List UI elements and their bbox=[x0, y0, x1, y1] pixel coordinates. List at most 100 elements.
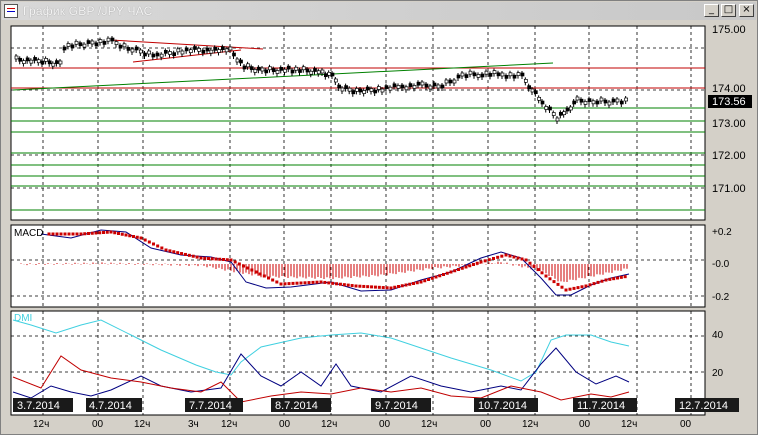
macd-signal-dot bbox=[275, 280, 279, 284]
macd-signal-dot bbox=[584, 284, 588, 288]
macd-signal-dot bbox=[299, 281, 303, 285]
candle-body bbox=[579, 98, 584, 103]
macd-signal-dot bbox=[128, 234, 132, 238]
macd-signal-dot bbox=[483, 259, 487, 263]
macd-signal-dot bbox=[366, 285, 370, 289]
macd-tick-label: -0.2 bbox=[712, 292, 730, 303]
macd-signal-dot bbox=[427, 278, 430, 281]
date-tag bbox=[573, 398, 637, 412]
date-tag bbox=[86, 398, 142, 412]
hour-label: 12ч bbox=[621, 419, 637, 430]
chart-area[interactable]: 175.00 174.00 173.00 172.00 171.00 173.5… bbox=[1, 20, 758, 435]
candle-body bbox=[376, 86, 381, 90]
price-candles bbox=[14, 36, 629, 124]
candle-body bbox=[58, 60, 63, 65]
minimize-button[interactable]: _ bbox=[704, 4, 719, 17]
candle-body bbox=[309, 70, 314, 75]
candle-body bbox=[456, 74, 461, 79]
macd-signal-dot bbox=[612, 277, 616, 281]
macd-signal-dot bbox=[124, 233, 128, 237]
macd-signal-dot bbox=[47, 232, 51, 236]
macd-histogram bbox=[20, 261, 628, 282]
candle-body bbox=[90, 40, 95, 45]
macd-signal-dot bbox=[218, 257, 222, 261]
candle-body bbox=[388, 86, 393, 91]
candle-body bbox=[396, 85, 401, 89]
dmi-panel-title: DMI bbox=[14, 313, 32, 324]
macd-signal-dot bbox=[338, 282, 342, 286]
macd-signal-dot bbox=[51, 232, 55, 236]
macd-panel[interactable] bbox=[10, 224, 706, 308]
macd-signal-dot bbox=[55, 232, 59, 236]
macd-signal-dot bbox=[385, 286, 389, 290]
macd-signal-dot bbox=[319, 280, 323, 284]
candle-body bbox=[412, 85, 417, 89]
date-tag bbox=[185, 398, 243, 412]
maximize-button[interactable]: □ bbox=[721, 4, 736, 17]
candle-body bbox=[122, 43, 127, 48]
candle-body bbox=[565, 107, 570, 112]
candle-body bbox=[572, 100, 577, 105]
macd-signal-dot bbox=[187, 253, 191, 257]
macd-signal-dot bbox=[479, 260, 483, 264]
close-button[interactable]: × bbox=[739, 4, 754, 17]
macd-signal-dot bbox=[90, 231, 94, 235]
macd-signal-dot bbox=[242, 264, 245, 268]
candle-body bbox=[496, 72, 501, 77]
date-label: 12.7.2014 bbox=[679, 400, 728, 412]
candle-body bbox=[428, 85, 433, 90]
hour-label: 12ч bbox=[33, 419, 49, 430]
candle-body bbox=[197, 47, 202, 52]
candle-body bbox=[512, 74, 517, 79]
macd-signal-dot bbox=[262, 274, 266, 278]
macd-signal-dot bbox=[237, 262, 241, 266]
trend-lines bbox=[12, 39, 554, 91]
candle-body bbox=[362, 90, 367, 94]
price-tick-label: 171.00 bbox=[712, 183, 746, 195]
macd-signal-dot bbox=[604, 278, 608, 282]
candle-body bbox=[476, 74, 481, 78]
macd-signal-dot bbox=[168, 249, 172, 253]
candle-body bbox=[78, 42, 83, 47]
macd-signal-dot bbox=[195, 255, 199, 259]
macd-signal-dot bbox=[619, 275, 623, 279]
candle-body bbox=[488, 73, 493, 77]
macd-signal-dot bbox=[63, 232, 67, 236]
macd-signal-dot bbox=[580, 285, 584, 289]
candle-body bbox=[558, 111, 563, 116]
macd-signal-dot bbox=[572, 286, 576, 290]
candle-body bbox=[340, 87, 345, 92]
candle-body bbox=[126, 47, 131, 51]
candle-body bbox=[504, 75, 509, 79]
title-bar[interactable]: График GBP /JPY ЧАС _ □ × bbox=[2, 2, 756, 20]
candle-body bbox=[193, 46, 197, 50]
candle-body bbox=[246, 63, 250, 68]
candle-body bbox=[22, 60, 26, 64]
date-tag bbox=[675, 398, 739, 412]
macd-signal-dot bbox=[109, 230, 113, 234]
macd-signal-dot bbox=[412, 282, 415, 285]
candle-body bbox=[404, 86, 409, 91]
macd-signal-dot bbox=[548, 277, 552, 281]
macd-signal-dot bbox=[500, 254, 504, 258]
macd-signal-dot bbox=[295, 281, 299, 285]
candle-body bbox=[151, 53, 156, 58]
macd-signal-dot bbox=[564, 288, 568, 292]
candle-body bbox=[239, 59, 243, 64]
macd-signal-dot bbox=[596, 280, 600, 284]
candle-body bbox=[599, 97, 604, 102]
macd-signal-dot bbox=[152, 242, 155, 246]
macd-signal-dot bbox=[287, 282, 291, 286]
candle-body bbox=[134, 46, 139, 51]
macd-signal-dot bbox=[400, 284, 404, 288]
candle-body bbox=[520, 72, 525, 77]
macd-signal-dot bbox=[419, 280, 423, 284]
candle-body bbox=[155, 52, 160, 57]
macd-signal-dot bbox=[279, 282, 283, 286]
macd-signal-dot bbox=[210, 257, 214, 261]
candle-body bbox=[130, 48, 135, 53]
macd-signal-dot bbox=[472, 263, 475, 266]
candle-body bbox=[472, 72, 477, 77]
price-panel[interactable] bbox=[10, 25, 706, 221]
candle-body bbox=[180, 50, 185, 55]
